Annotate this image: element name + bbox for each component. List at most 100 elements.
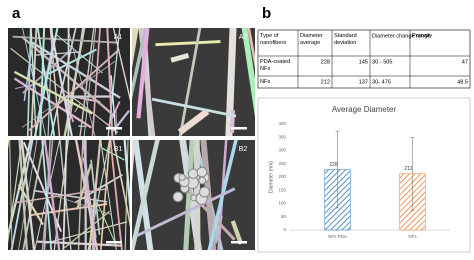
image-label: B2 (239, 146, 248, 153)
fiber (59, 140, 72, 250)
fiber (67, 28, 96, 136)
table-cell: NFs (260, 79, 270, 85)
fiber (77, 140, 84, 250)
fiber (91, 140, 101, 250)
scale-bar (106, 241, 122, 244)
table-cell: PDA-coated NFs (260, 59, 290, 72)
fiber (8, 140, 32, 240)
fiber (56, 34, 103, 74)
particle (198, 176, 207, 185)
y-tick-label: 350 (278, 134, 286, 139)
table-cell: 30 - 505 (372, 59, 393, 65)
fiber (109, 140, 123, 250)
y-tick-label: 150 (278, 187, 286, 192)
y-tick-label: 400 (278, 121, 286, 126)
fiber (230, 220, 244, 245)
particle (172, 191, 184, 203)
fiber (155, 40, 221, 47)
image-label: A2 (239, 34, 248, 41)
particle (187, 168, 199, 180)
fiber (17, 183, 45, 226)
fiber (41, 140, 54, 250)
particle (178, 173, 186, 181)
data-label: 228 (329, 162, 338, 168)
fiber (106, 28, 114, 136)
fiber (123, 140, 130, 219)
table-cell: Standard deviation (334, 33, 357, 46)
table-cell: Type of nanofibers (260, 33, 286, 46)
table-cell: 48.5 (457, 79, 468, 85)
particle (196, 166, 208, 178)
fiber (48, 48, 97, 75)
fiber (28, 50, 119, 131)
fibers (132, 140, 244, 250)
table-cell: Diameter change range (372, 33, 430, 39)
image-label: B1 (114, 146, 123, 153)
fiber (225, 28, 237, 136)
fiber (22, 50, 71, 94)
fiber (100, 140, 117, 250)
fiber (136, 28, 150, 119)
fiber (241, 28, 255, 117)
chart-frame (257, 97, 471, 253)
chart-title: Average Diameter (332, 105, 397, 114)
fiber (43, 140, 61, 250)
fiber (124, 140, 129, 250)
table-frame (257, 29, 471, 89)
fiber (31, 41, 121, 99)
panel-label: a (12, 5, 21, 22)
table-cell: 47 (462, 59, 468, 65)
fiber (101, 147, 125, 161)
fiber (91, 28, 101, 136)
x-tick-label: NFs (408, 234, 417, 239)
fiber (35, 51, 79, 56)
scale-bar (231, 241, 247, 244)
y-tick-label: 200 (278, 174, 286, 179)
fibers (8, 140, 130, 250)
fiber (13, 77, 93, 129)
fiber (112, 140, 130, 228)
fiber (151, 97, 237, 118)
fiber (41, 140, 53, 250)
fiber (50, 28, 77, 136)
fibers (132, 28, 255, 136)
x-tick-label: NFs PDA (328, 234, 347, 239)
fiber (132, 28, 148, 100)
y-tick-label: 250 (278, 161, 286, 166)
fiber (9, 140, 13, 250)
table-cell: Porosity (412, 33, 432, 39)
table-cell: 145 (359, 59, 368, 65)
fiber (132, 140, 160, 250)
y-tick-label: 100 (278, 201, 286, 206)
fiber (13, 70, 93, 115)
fiber (115, 110, 118, 127)
table-cell: 228 (321, 59, 330, 65)
fiber (12, 35, 118, 44)
fiber (14, 188, 109, 204)
fiber (170, 52, 190, 63)
fiber (183, 140, 195, 250)
fiber (49, 28, 73, 136)
y-tick-label: 50 (281, 214, 287, 219)
fiber (22, 140, 45, 250)
fiber (36, 28, 56, 136)
fiber (135, 187, 236, 238)
fiber (26, 28, 32, 136)
scale-bar (231, 127, 247, 130)
panel-label: b (262, 5, 271, 22)
fiber (47, 28, 53, 136)
fiber (83, 28, 97, 136)
data-label: 212 (404, 166, 413, 172)
fiber (247, 28, 255, 69)
fiber (8, 140, 23, 245)
y-axis-label: Diameter (nm) (268, 161, 274, 193)
fiber (79, 28, 95, 136)
fiber (178, 28, 202, 136)
fiber (64, 210, 110, 249)
table-cell: Diameter average (300, 33, 323, 46)
particle (199, 186, 210, 198)
fiber (61, 88, 75, 123)
fiber (177, 108, 210, 135)
table-cell: 30- 476 (372, 79, 391, 85)
fiber (110, 75, 117, 135)
